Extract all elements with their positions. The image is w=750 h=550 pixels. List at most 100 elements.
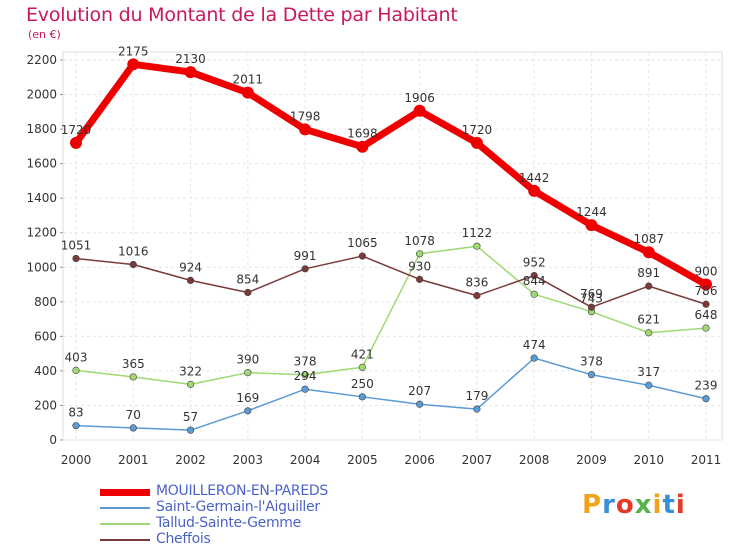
data-point — [358, 393, 366, 401]
data-label: 294 — [294, 369, 317, 383]
data-label: 322 — [179, 364, 202, 378]
x-tick-label: 2004 — [290, 453, 321, 467]
chart-title: Evolution du Montant de la Dette par Hab… — [26, 4, 458, 26]
data-point — [356, 140, 369, 153]
y-tick-label: 2200 — [26, 53, 57, 67]
y-tick-label: 1200 — [26, 226, 57, 240]
x-tick-label: 2001 — [118, 453, 149, 467]
legend-swatch — [100, 489, 150, 496]
data-label: 169 — [236, 391, 259, 405]
brand-logo: Proxiti — [582, 490, 686, 520]
series-line — [75, 245, 707, 386]
data-point — [645, 329, 653, 337]
data-label: 836 — [465, 276, 488, 290]
data-point — [186, 276, 195, 285]
data-point — [413, 104, 426, 117]
data-point — [585, 219, 598, 232]
series-line — [75, 357, 707, 431]
legend-item: Saint-Germain-l'Aiguiller — [100, 500, 420, 516]
y-tick-label: 1000 — [26, 260, 57, 274]
brand-letter: t — [662, 490, 676, 520]
data-label: 854 — [236, 272, 259, 286]
data-label: 930 — [408, 259, 431, 273]
data-point — [358, 363, 366, 371]
data-point — [72, 254, 80, 263]
data-point — [70, 136, 82, 149]
data-label: 2175 — [118, 44, 149, 58]
data-label: 83 — [68, 406, 83, 420]
data-label: 57 — [183, 410, 198, 424]
data-point — [129, 424, 137, 432]
x-tick-label: 2006 — [404, 453, 435, 467]
data-point — [587, 371, 596, 379]
brand-letter: i — [675, 490, 686, 520]
x-tick-label: 2010 — [633, 453, 664, 467]
data-label: 2011 — [233, 73, 264, 87]
x-tick-label: 2011 — [691, 453, 722, 467]
plot-frame — [62, 51, 723, 441]
data-label: 421 — [351, 347, 374, 361]
legend-label: MOUILLERON-EN-PAREDS — [156, 483, 328, 499]
data-label: 378 — [580, 355, 603, 369]
x-tick-label: 2000 — [61, 453, 92, 467]
data-point — [244, 288, 252, 297]
data-label: 317 — [637, 365, 660, 379]
x-tick-label: 2005 — [347, 453, 378, 467]
legend-item: MOUILLERON-EN-PAREDS — [100, 484, 420, 500]
data-label: 365 — [122, 357, 145, 371]
data-point — [72, 366, 80, 374]
data-label: 378 — [294, 355, 317, 369]
legend-label: Cheffois — [156, 531, 211, 547]
data-point — [530, 290, 538, 298]
data-point — [129, 373, 137, 381]
series-line — [75, 255, 707, 308]
data-point — [702, 395, 710, 403]
brand-letter: x — [634, 490, 653, 520]
data-point — [530, 354, 538, 362]
data-label: 1720 — [462, 123, 493, 137]
data-label: 390 — [236, 353, 259, 367]
legend-label: Saint-Germain-l'Aiguiller — [156, 499, 320, 515]
data-label: 207 — [408, 384, 431, 398]
data-label: 1016 — [118, 245, 149, 259]
data-label: 1798 — [290, 109, 321, 123]
legend-label: Tallud-Sainte-Gemme — [156, 515, 301, 531]
data-label: 1442 — [519, 171, 550, 185]
legend-swatch — [100, 507, 150, 509]
data-label: 250 — [351, 377, 374, 391]
y-tick-label: 1400 — [26, 191, 57, 205]
data-point — [72, 422, 80, 430]
legend: MOUILLERON-EN-PAREDS Saint-Germain-l'Aigu… — [100, 484, 420, 548]
data-label: 924 — [179, 260, 202, 274]
data-label: 844 — [523, 274, 546, 288]
data-point — [473, 292, 481, 300]
brand-letter: i — [652, 490, 663, 520]
data-label: 1906 — [404, 91, 435, 105]
x-tick-label: 2003 — [233, 453, 264, 467]
data-point — [127, 58, 140, 71]
data-label: 1698 — [347, 127, 378, 141]
data-label: 952 — [523, 256, 546, 270]
y-tick-label: 600 — [34, 329, 57, 343]
data-point — [299, 123, 312, 136]
data-point — [530, 271, 538, 280]
x-tick-label: 2009 — [576, 453, 607, 467]
data-point — [473, 405, 481, 413]
data-point — [129, 260, 137, 269]
data-label: 769 — [580, 287, 603, 301]
data-point — [301, 371, 309, 379]
data-label: 648 — [695, 308, 718, 322]
x-tick-label: 2002 — [175, 453, 206, 467]
data-point — [645, 381, 653, 389]
data-point — [642, 246, 655, 259]
data-point — [301, 385, 309, 393]
data-point — [702, 300, 710, 308]
data-label: 900 — [695, 265, 718, 279]
y-tick-label: 800 — [34, 295, 57, 309]
x-tick-label: 2008 — [519, 453, 550, 467]
data-point — [702, 324, 710, 332]
data-label: 2130 — [175, 52, 206, 66]
data-label: 1244 — [576, 205, 607, 219]
data-label: 991 — [294, 249, 317, 263]
